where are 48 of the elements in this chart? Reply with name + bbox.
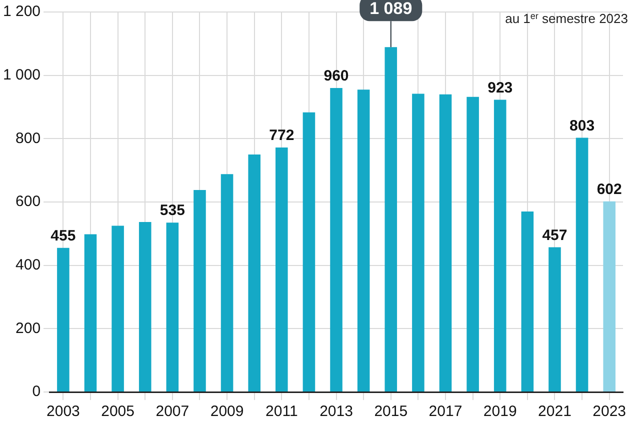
bar xyxy=(548,247,561,392)
x-tick-label: 2021 xyxy=(538,403,572,420)
bar xyxy=(57,248,70,392)
x-tick-label: 2011 xyxy=(266,403,298,420)
x-tick-label: 2023 xyxy=(592,403,626,420)
bar xyxy=(603,201,616,392)
y-tick-label: 1 200 xyxy=(2,3,41,20)
bar xyxy=(330,88,342,392)
y-tick-label: 200 xyxy=(16,320,41,337)
data-label: 923 xyxy=(488,79,513,96)
bar xyxy=(357,90,370,392)
data-label: 455 xyxy=(50,228,76,245)
bar xyxy=(112,226,124,392)
x-tick-label: 2017 xyxy=(428,403,462,420)
y-tick-label: 600 xyxy=(16,193,41,210)
data-label: 535 xyxy=(160,202,185,220)
bar xyxy=(138,222,152,392)
bar xyxy=(302,112,316,392)
y-tick-label: 800 xyxy=(16,130,41,147)
bar xyxy=(384,47,398,392)
x-tick-label: 2019 xyxy=(483,403,517,420)
y-tick-label: 0 xyxy=(32,383,41,400)
bar xyxy=(220,174,234,392)
bar xyxy=(439,94,452,392)
data-label: 960 xyxy=(324,68,349,85)
bar xyxy=(576,138,588,392)
bar xyxy=(466,96,479,392)
data-label: 1 089 xyxy=(370,0,412,18)
x-tick-label: 2013 xyxy=(320,403,353,420)
data-label: 602 xyxy=(596,181,622,198)
y-tick-label: 1 000 xyxy=(2,66,41,84)
x-tick-label: 2009 xyxy=(210,403,244,420)
x-tick-label: 2005 xyxy=(101,403,134,420)
x-tick-label: 2007 xyxy=(156,403,190,420)
data-label: 803 xyxy=(570,117,595,134)
bar xyxy=(276,148,288,392)
bar xyxy=(194,190,206,392)
bar xyxy=(166,222,179,392)
data-label: 772 xyxy=(269,127,294,144)
bar xyxy=(412,94,424,392)
bar xyxy=(494,100,506,392)
x-tick-label: 2015 xyxy=(374,403,408,420)
data-label: 457 xyxy=(542,226,568,244)
bar xyxy=(521,212,534,392)
y-tick-label: 400 xyxy=(16,256,41,274)
bar xyxy=(84,234,97,392)
bar xyxy=(248,154,260,392)
x-tick-label: 2003 xyxy=(46,403,80,420)
